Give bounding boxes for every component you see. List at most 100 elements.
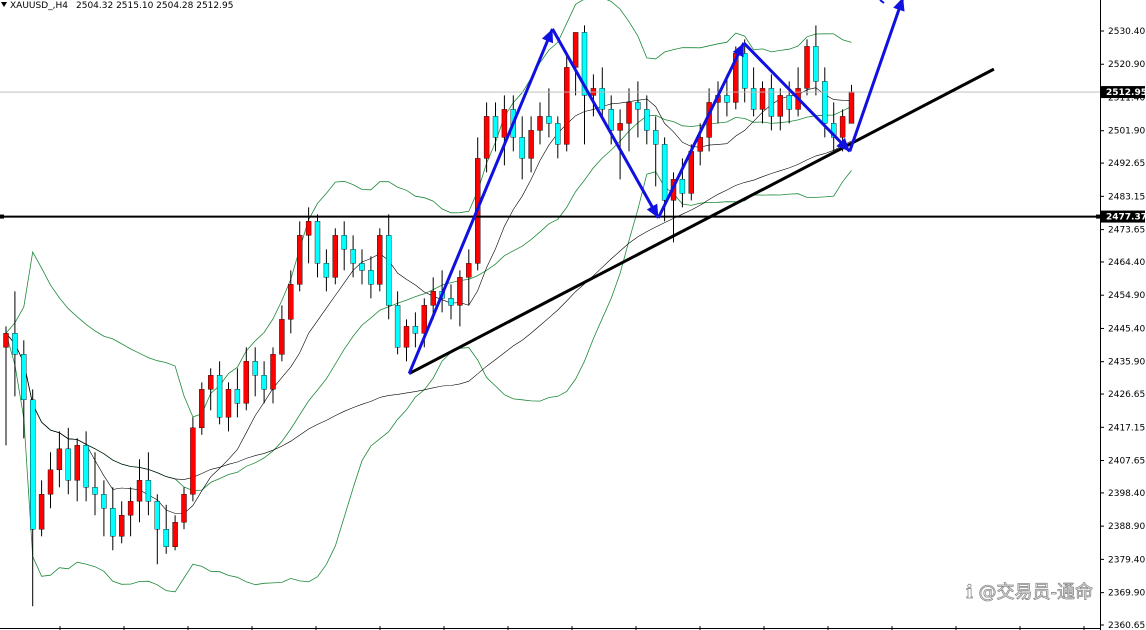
candle-body bbox=[243, 361, 250, 404]
candle-body bbox=[136, 480, 143, 502]
candle-body bbox=[234, 389, 241, 404]
candle-body bbox=[386, 235, 392, 306]
zigzag-arrow-segment bbox=[407, 28, 554, 375]
candle-body bbox=[599, 88, 605, 110]
candle-body bbox=[172, 522, 178, 547]
candle-body bbox=[501, 109, 508, 138]
candle-body bbox=[12, 333, 18, 355]
candle-body bbox=[261, 375, 267, 390]
y-tick-label: 2360.65 bbox=[1108, 621, 1145, 630]
candle-body bbox=[377, 235, 383, 285]
candle-body bbox=[252, 361, 258, 376]
candle-body bbox=[546, 116, 552, 124]
upper-band bbox=[5, 0, 852, 418]
time-axis bbox=[0, 626, 1100, 630]
candle-body bbox=[207, 375, 214, 390]
candle-body bbox=[181, 494, 187, 523]
candle-body bbox=[768, 88, 775, 117]
arrowhead-icon bbox=[541, 28, 554, 44]
candle-body bbox=[101, 494, 107, 509]
candle-body bbox=[492, 116, 499, 138]
y-tick-label: 2492.65 bbox=[1108, 159, 1145, 169]
y-tick-label: 2379.40 bbox=[1108, 555, 1145, 565]
y-tick-label: 2445.40 bbox=[1108, 324, 1145, 334]
candle-body bbox=[528, 130, 534, 159]
level-handle-right[interactable] bbox=[1096, 214, 1100, 219]
candle-body bbox=[697, 137, 703, 152]
candle-body bbox=[483, 116, 490, 159]
candle-body bbox=[92, 487, 98, 495]
candle-body bbox=[288, 284, 294, 320]
candle-body bbox=[813, 46, 819, 82]
candle-body bbox=[848, 91, 855, 124]
candle-body bbox=[519, 137, 525, 159]
arrowhead-icon bbox=[893, 0, 905, 12]
candle-body bbox=[572, 32, 579, 68]
candle-body bbox=[457, 277, 463, 306]
candle-body bbox=[786, 95, 792, 110]
y-tick-label: 2407.65 bbox=[1108, 457, 1145, 467]
candle-body bbox=[305, 221, 312, 236]
current-price-label: 2512.95 bbox=[1106, 88, 1146, 98]
level-price-label: 2477.37 bbox=[1106, 213, 1146, 223]
candle-body bbox=[83, 445, 89, 488]
candle-body bbox=[537, 116, 543, 131]
candle-body bbox=[448, 298, 454, 306]
candle-body bbox=[190, 427, 196, 495]
level-price-badge bbox=[1101, 210, 1145, 223]
zigzag-arrow-segment bbox=[848, 0, 904, 152]
slow-ma bbox=[5, 140, 852, 480]
symbol-label: XAUUSD_,H4 bbox=[10, 1, 68, 11]
candle-body bbox=[154, 501, 161, 530]
y-tick-label: 2473.65 bbox=[1108, 226, 1145, 236]
candle-body bbox=[777, 95, 783, 117]
zigzag-arrow-segment bbox=[742, 41, 851, 153]
candle-body bbox=[679, 179, 686, 194]
ascending-trendline[interactable] bbox=[408, 67, 995, 375]
arrowhead-icon bbox=[732, 42, 744, 58]
y-tick-label: 2483.15 bbox=[1108, 192, 1145, 202]
level-handle-left[interactable] bbox=[0, 214, 4, 219]
candle-body bbox=[581, 32, 588, 96]
candle-body bbox=[332, 235, 338, 278]
y-tick-label: 2417.15 bbox=[1108, 423, 1145, 433]
y-tick-label: 2435.90 bbox=[1108, 358, 1145, 368]
candle-body bbox=[804, 46, 810, 89]
candle-body bbox=[394, 305, 401, 348]
y-tick-label: 2369.90 bbox=[1108, 589, 1145, 599]
candle-body bbox=[199, 389, 205, 429]
candle-body bbox=[368, 270, 374, 285]
zigzag-arrows[interactable] bbox=[407, 0, 905, 375]
zigzag-arrow-segment bbox=[551, 28, 660, 219]
y-tick-label: 2501.90 bbox=[1108, 127, 1145, 137]
candle-body bbox=[724, 95, 730, 103]
candle-body bbox=[323, 263, 330, 278]
candle-body bbox=[118, 515, 125, 537]
candle-body bbox=[341, 235, 347, 250]
candle-body bbox=[38, 494, 45, 530]
candle-body bbox=[759, 88, 766, 110]
price-axis: 2530.40 2520.90 2511.40 2501.90 2492.65 2483.… bbox=[1100, 0, 1146, 630]
candle-body bbox=[359, 263, 365, 271]
candle-body bbox=[74, 445, 80, 481]
candle-body bbox=[47, 469, 54, 495]
candle-body bbox=[350, 249, 356, 264]
candle-body bbox=[617, 123, 623, 131]
candle-body bbox=[564, 67, 570, 145]
candle-body bbox=[270, 354, 276, 390]
candle-body bbox=[412, 326, 419, 334]
y-tick-label: 2464.40 bbox=[1108, 258, 1145, 268]
candle-body bbox=[839, 116, 846, 138]
y-tick-label: 2520.90 bbox=[1108, 60, 1145, 70]
candle-body bbox=[430, 291, 436, 306]
candle-body bbox=[626, 102, 632, 124]
dropdown-triangle-icon bbox=[1, 2, 7, 7]
y-tick-label: 2530.40 bbox=[1108, 27, 1145, 37]
lower-band bbox=[5, 170, 852, 593]
y-tick-label: 2454.90 bbox=[1108, 291, 1145, 301]
y-tick-label: 2511.40 bbox=[1108, 93, 1145, 103]
candle-body bbox=[688, 151, 694, 194]
ohlc-values: 2504.32 2515.10 2504.28 2512.95 bbox=[76, 1, 233, 11]
